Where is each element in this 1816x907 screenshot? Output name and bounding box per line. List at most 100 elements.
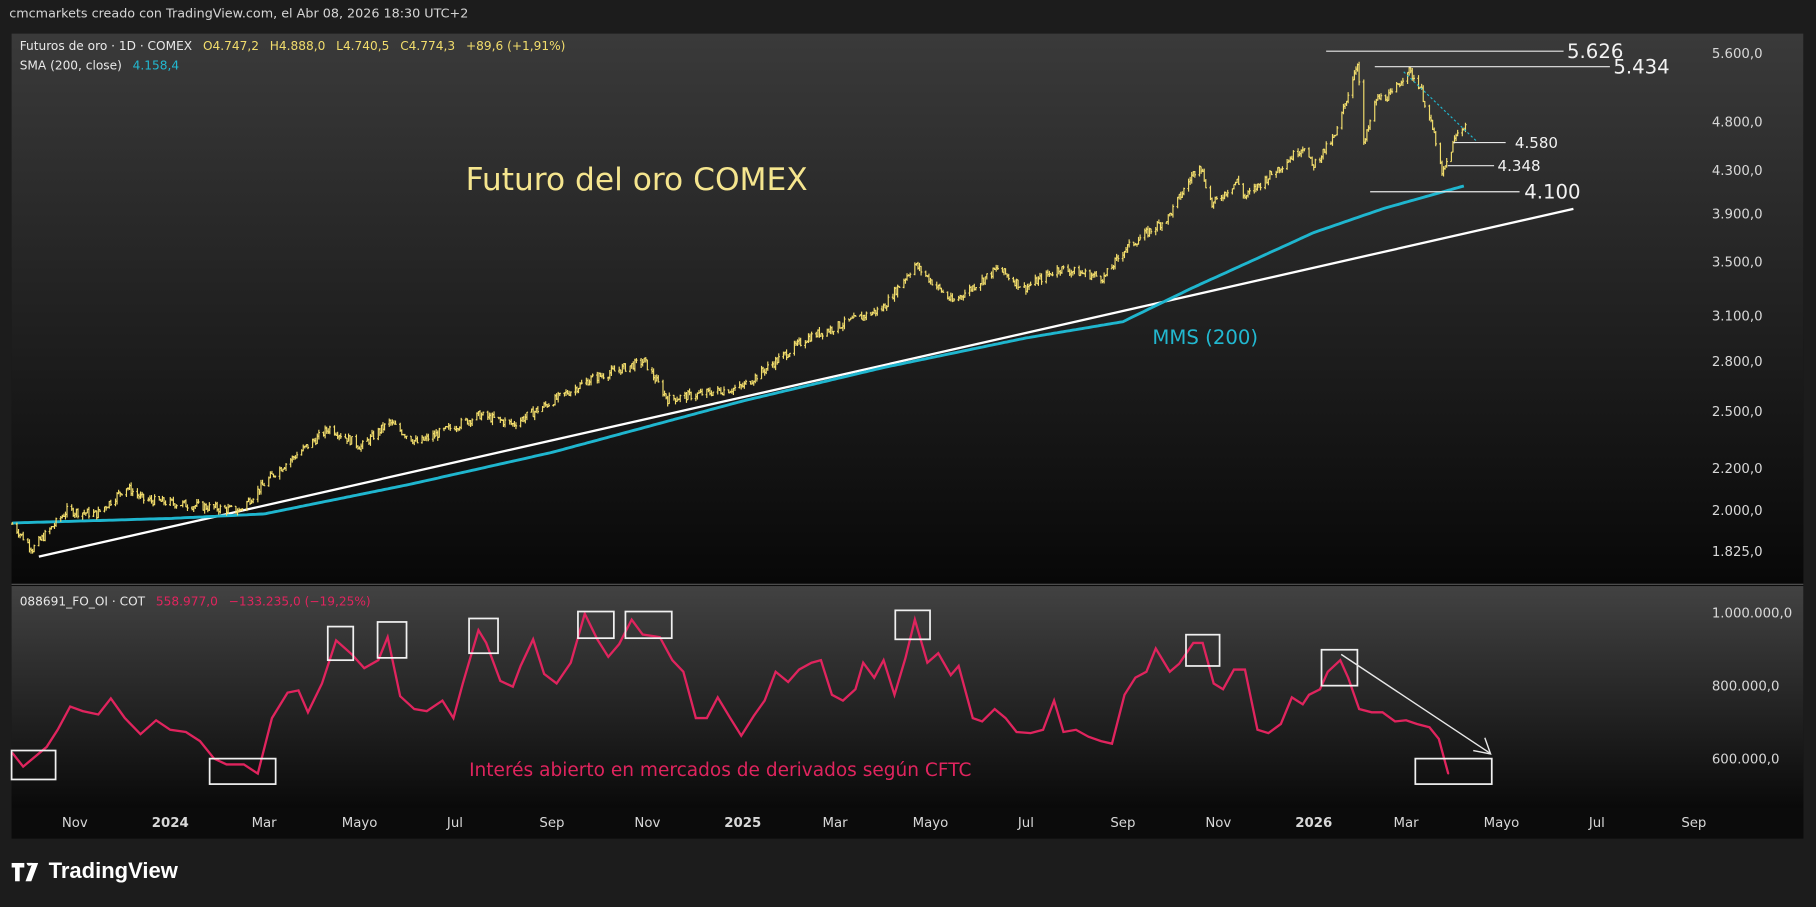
- open-interest-point: [1100, 740, 1102, 743]
- price-bar: [1368, 119, 1372, 130]
- open-interest-point: [377, 659, 380, 662]
- open-interest-point: [694, 717, 697, 720]
- price-bar: [153, 494, 156, 506]
- open-interest-point: [810, 661, 813, 664]
- price-bar: [1270, 170, 1273, 176]
- price-bar: [876, 306, 879, 316]
- price-bar: [1117, 254, 1120, 262]
- level-label: 5.434: [1613, 56, 1669, 79]
- arrow-head-icon[interactable]: [1473, 737, 1492, 755]
- price-pane[interactable]: [11, 33, 1804, 584]
- open-interest-point: [477, 629, 480, 632]
- highlight-box[interactable]: [1414, 757, 1493, 785]
- highlight-box[interactable]: [894, 609, 931, 641]
- price-bar: [1379, 93, 1383, 101]
- highlight-box[interactable]: [1185, 633, 1221, 667]
- open-interest-point: [682, 670, 685, 673]
- open-interest-point: [705, 717, 708, 720]
- low-value: L4.740,5: [336, 39, 390, 54]
- price-axis-label: 2.800,0: [1712, 355, 1763, 370]
- highlight-box[interactable]: [577, 610, 615, 640]
- price-bar: [252, 498, 255, 504]
- price-axis-label: 4.800,0: [1712, 115, 1763, 130]
- price-bar: [1445, 157, 1448, 168]
- open-interest-point: [1233, 668, 1235, 671]
- open-interest-point: [1405, 719, 1407, 722]
- price-bar: [711, 391, 715, 396]
- open-interest-point: [109, 697, 112, 700]
- support-trendline[interactable]: [38, 207, 1574, 558]
- time-axis-label: Nov: [1205, 816, 1231, 831]
- price-bar: [87, 506, 91, 519]
- open-interest-point: [913, 618, 916, 621]
- price-bar: [1127, 239, 1131, 248]
- level-label: 5.626: [1567, 40, 1623, 63]
- open-interest-point: [123, 717, 126, 720]
- time-axis-label: Jul: [446, 816, 463, 831]
- price-bar: [887, 294, 890, 308]
- price-bar: [65, 503, 69, 518]
- price-bar: [219, 504, 222, 514]
- tradingview-logo[interactable]: TradingView: [11, 859, 178, 884]
- highlight-box[interactable]: [10, 749, 57, 781]
- price-bar: [295, 451, 299, 459]
- time-axis-label: Jul: [1017, 816, 1034, 831]
- open-interest-point: [485, 642, 488, 644]
- price-bar: [339, 433, 342, 439]
- sma-200-line[interactable]: [12, 184, 1465, 525]
- price-bar: [1292, 150, 1295, 161]
- time-axis-label: Mayo: [913, 816, 949, 831]
- price-bar: [1401, 77, 1405, 87]
- chart-title-annotation: Futuro del oro COMEX: [465, 162, 808, 199]
- price-bar: [1138, 234, 1142, 241]
- open-interest-point: [752, 715, 755, 717]
- open-interest-point: [452, 717, 455, 720]
- open-interest-point: [69, 705, 72, 708]
- indicator-pane[interactable]: [11, 586, 1804, 808]
- price-bar: [1346, 92, 1350, 104]
- price-bar: [350, 435, 353, 445]
- price-bar: [657, 375, 660, 383]
- open-interest-point: [297, 689, 300, 692]
- change-value: +89,6 (+1,91%): [465, 39, 566, 54]
- downtrend-line[interactable]: [1403, 71, 1478, 142]
- highlight-box[interactable]: [1320, 648, 1359, 687]
- highlight-box[interactable]: [376, 621, 408, 659]
- highlight-box[interactable]: [468, 617, 499, 655]
- open-interest-point: [242, 763, 245, 766]
- open-interest-point: [1087, 735, 1090, 738]
- open-interest-point: [97, 713, 100, 716]
- level-label: 4.100: [1524, 181, 1580, 204]
- open-interest-point: [1267, 732, 1270, 735]
- time-axis[interactable]: [11, 807, 1804, 839]
- open-interest-point: [1111, 742, 1113, 745]
- price-bar: [777, 353, 780, 364]
- highlight-box[interactable]: [326, 625, 355, 662]
- highlight-box[interactable]: [208, 757, 277, 785]
- price-bar: [1095, 271, 1098, 277]
- level-label: 4.348: [1498, 157, 1541, 175]
- attribution: cmcmarkets creado con TradingView.com, e…: [9, 5, 469, 21]
- price-bar: [1149, 228, 1153, 235]
- price-bar: [43, 529, 47, 542]
- open-interest-point: [787, 681, 790, 683]
- arrow-line[interactable]: [1340, 653, 1490, 754]
- price-bar: [1259, 182, 1262, 191]
- price-bar: [164, 500, 167, 506]
- price-axis-label: 2.000,0: [1712, 504, 1763, 519]
- price-bar: [460, 417, 463, 430]
- open-interest-point: [1416, 723, 1418, 725]
- price-bar: [952, 298, 956, 302]
- open-interest-point: [831, 693, 833, 696]
- price-bar: [33, 544, 36, 553]
- highlight-box[interactable]: [624, 610, 673, 640]
- time-axis-label: Mayo: [342, 816, 378, 831]
- open-interest-point: [461, 682, 464, 685]
- price-bar: [624, 363, 627, 372]
- price-bar: [799, 337, 802, 347]
- open-interest-point: [425, 710, 428, 713]
- sma-legend: SMA (200, close) 4.158,4: [20, 59, 186, 73]
- price-bar: [120, 493, 123, 496]
